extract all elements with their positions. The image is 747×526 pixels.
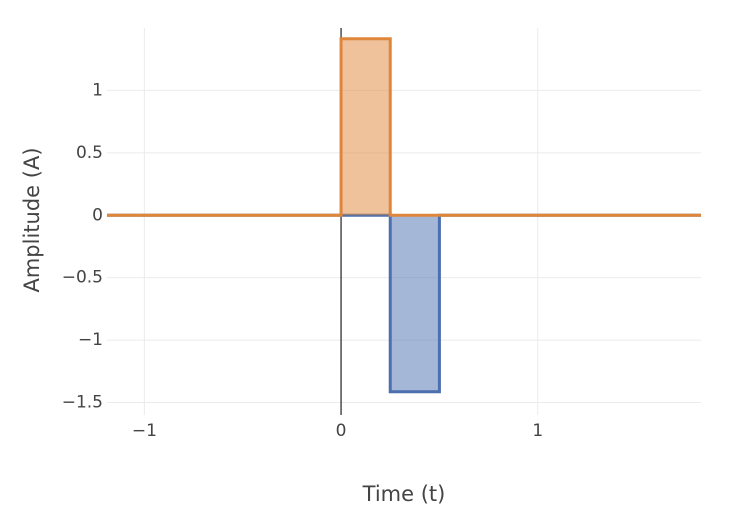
x-tick-label: −1 [132,421,157,441]
y-tick-label: −1.5 [62,393,103,413]
y-tick-label: −1 [78,330,103,350]
y-tick-label: 0.5 [76,143,103,163]
line [107,37,701,217]
x-tick-label: 1 [532,421,543,441]
x-tick-label: 0 [336,421,347,441]
x-axis-title: Time (t) [362,482,446,506]
y-tick-label: −0.5 [62,268,103,288]
y-tick-label: 0 [92,205,103,225]
area-fill [107,38,701,216]
y-axis-title: Amplitude (A) [20,147,44,292]
area-fill [107,215,701,392]
y-tick-label: 1 [92,80,103,100]
